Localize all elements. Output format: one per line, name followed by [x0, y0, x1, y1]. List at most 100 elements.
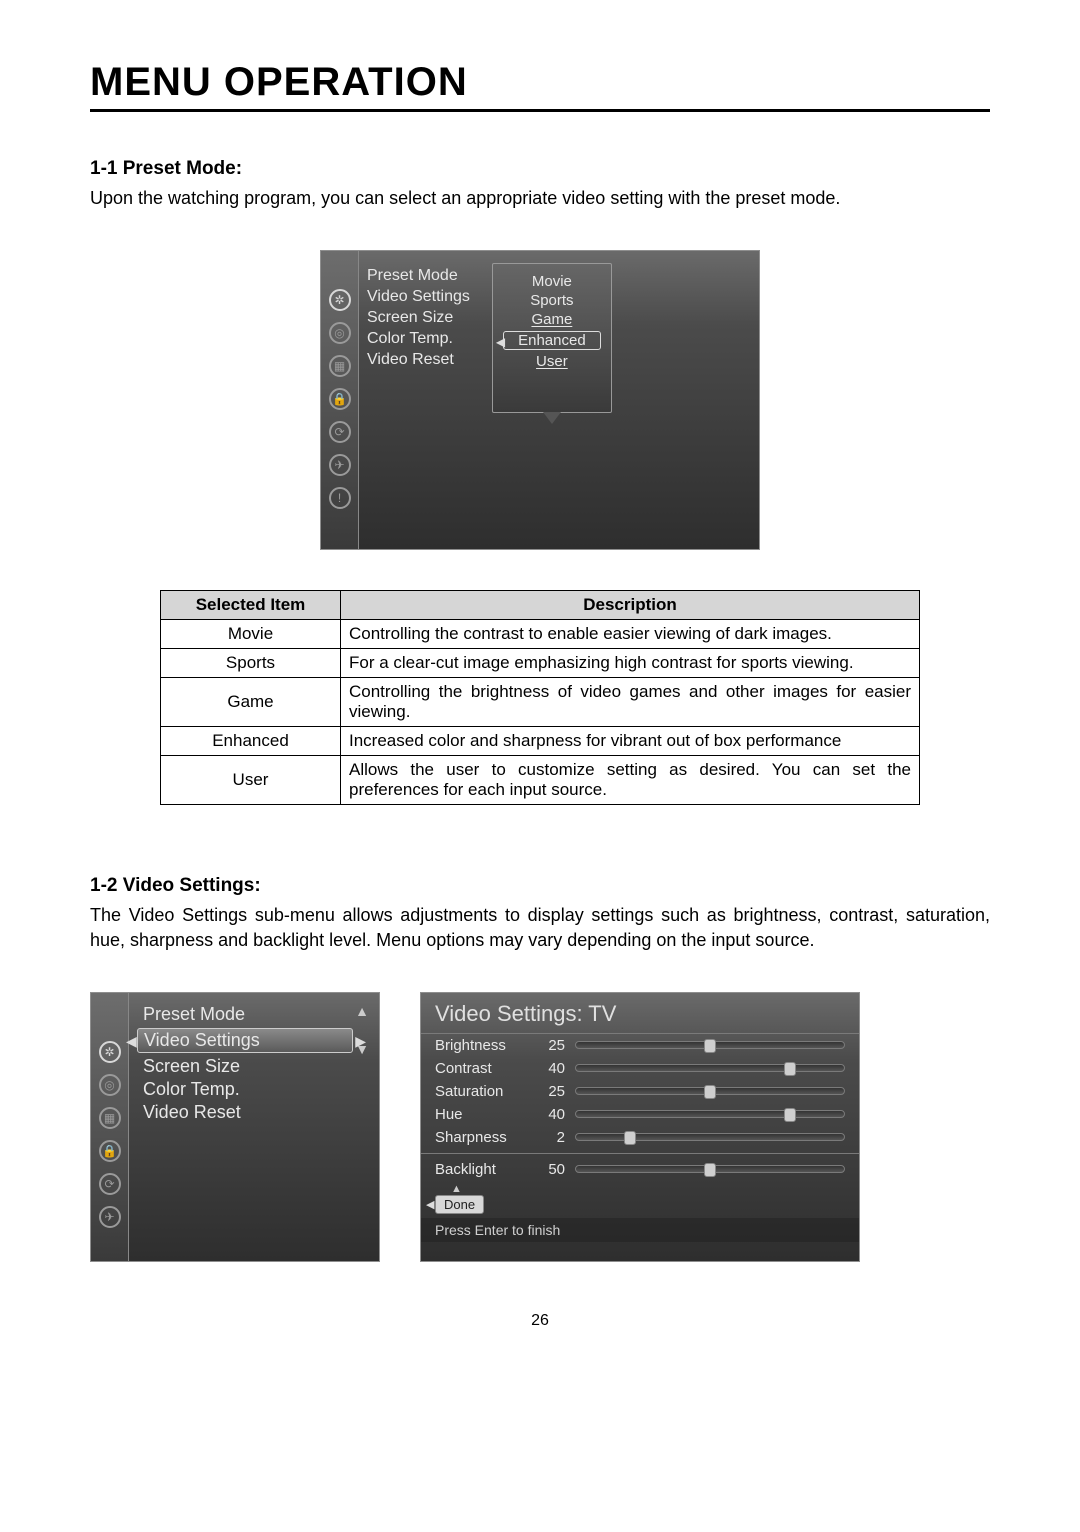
preset-mode-description-table: Selected Item Description MovieControlli…	[160, 590, 920, 805]
info-icon: !	[329, 487, 351, 509]
slider-row: Brightness 25	[421, 1034, 859, 1057]
clock-icon: ⟳	[99, 1173, 121, 1195]
slider-thumb[interactable]	[784, 1108, 796, 1122]
submenu-arrow-down-icon	[543, 412, 561, 424]
done-up-arrow-icon: ▲	[451, 1183, 845, 1195]
slider-label: Hue	[435, 1106, 527, 1123]
table-cell-item: Movie	[161, 620, 341, 649]
table-cell-description: Controlling the contrast to enable easie…	[341, 620, 920, 649]
osd2-menu-item: Preset Mode	[137, 1003, 371, 1026]
done-label: Done	[444, 1197, 475, 1212]
submenu-option: Movie	[493, 272, 611, 291]
done-button[interactable]: ◀ Done	[435, 1195, 484, 1214]
slider-label: Sharpness	[435, 1129, 527, 1146]
table-row: GameControlling the brightness of video …	[161, 678, 920, 727]
slider-thumb[interactable]	[624, 1131, 636, 1145]
osd1-menu-item: Screen Size	[367, 309, 470, 327]
section2-text: The Video Settings sub-menu allows adjus…	[90, 903, 990, 952]
table-cell-description: Controlling the brightness of video game…	[341, 678, 920, 727]
osd2-icon-column: ✲ ◎ ▦ 🔒 ⟳ ✈	[91, 993, 129, 1261]
lock-icon: 🔒	[99, 1140, 121, 1162]
osd1-submenu: MovieSportsGame ◀Enhanced User	[492, 263, 612, 413]
osd1-icon-column: ✲ ◎ ▦ 🔒 ⟳ ✈!	[321, 251, 359, 549]
table-cell-description: Allows the user to customize setting as …	[341, 756, 920, 805]
section1-text: Upon the watching program, you can selec…	[90, 186, 990, 210]
osd3-done-row: ▲ ◀ Done	[421, 1181, 859, 1218]
table-row: EnhancedIncreased color and sharpness fo…	[161, 727, 920, 756]
table-cell-item: User	[161, 756, 341, 805]
right-arrow-icon: ▶	[355, 1033, 366, 1050]
world-icon: ✈	[99, 1206, 121, 1228]
osd2-menu-item: Screen Size	[137, 1055, 371, 1078]
section2-heading: 1-2 Video Settings:	[90, 875, 990, 897]
osd2-menu-list: ▲ ▼ Preset Mode◀Video Settings▶Screen Si…	[129, 993, 379, 1261]
slider-value: 25	[537, 1037, 565, 1054]
slider-value: 2	[537, 1129, 565, 1146]
page-title: MENU OPERATION	[90, 60, 990, 112]
submenu-option-selected: ◀Enhanced	[503, 331, 601, 350]
slider-label: Contrast	[435, 1060, 527, 1077]
slider-value: 40	[537, 1060, 565, 1077]
page-number: 26	[90, 1312, 990, 1330]
table-header-description: Description	[341, 591, 920, 620]
slider-track[interactable]	[575, 1133, 845, 1141]
table-row: MovieControlling the contrast to enable …	[161, 620, 920, 649]
submenu-option: Game	[493, 310, 611, 329]
slider-label: Backlight	[435, 1161, 527, 1178]
osd1-menu-item: Color Temp.	[367, 330, 470, 348]
slider-row: Sharpness 2	[421, 1126, 859, 1149]
table-header-selected-item: Selected Item	[161, 591, 341, 620]
table-row: SportsFor a clear-cut image emphasizing …	[161, 649, 920, 678]
slider-thumb[interactable]	[784, 1062, 796, 1076]
slider-thumb[interactable]	[704, 1039, 716, 1053]
osd3-title: Video Settings: TV	[421, 993, 859, 1034]
slider-row: Hue 40	[421, 1103, 859, 1126]
left-arrow-icon: ◀	[126, 1033, 137, 1050]
slider-value: 25	[537, 1083, 565, 1100]
submenu-option: User	[493, 352, 611, 371]
osd1-menu-item: Video Reset	[367, 351, 470, 369]
slider-track[interactable]	[575, 1064, 845, 1072]
gear-icon: ✲	[99, 1041, 121, 1063]
table-cell-item: Enhanced	[161, 727, 341, 756]
slider-row: Contrast 40	[421, 1057, 859, 1080]
slider-label: Brightness	[435, 1037, 527, 1054]
slider-value: 50	[537, 1161, 565, 1178]
slider-value: 40	[537, 1106, 565, 1123]
chevron-up-icon: ▲	[355, 1003, 369, 1019]
osd2-menu-item: ◀Video Settings▶	[137, 1028, 353, 1053]
slider-track[interactable]	[575, 1087, 845, 1095]
osd1-menu-list: Preset Mode Video Settings Screen Size Colo…	[367, 263, 470, 537]
slider-row: Saturation 25	[421, 1080, 859, 1103]
osd2-menu-item: Color Temp.	[137, 1078, 371, 1101]
osd-video-settings-sliders-screenshot: Video Settings: TV Brightness 25 Contrast 4…	[420, 992, 860, 1262]
section1-heading: 1-1 Preset Mode:	[90, 158, 990, 180]
osd1-menu-item: Video Settings	[367, 288, 470, 306]
table-cell-description: Increased color and sharpness for vibran…	[341, 727, 920, 756]
sound-icon: ◎	[99, 1074, 121, 1096]
lock-icon: 🔒	[329, 388, 351, 410]
picture-icon: ▦	[329, 355, 351, 377]
osd1-menu-item: Preset Mode	[367, 267, 470, 285]
table-row: UserAllows the user to customize setting…	[161, 756, 920, 805]
osd-preset-mode-screenshot: ✲ ◎ ▦ 🔒 ⟳ ✈! Preset Mode Video Settings Screen …	[320, 250, 760, 550]
done-left-arrow-icon: ◀	[426, 1198, 434, 1211]
left-arrow-icon: ◀	[496, 335, 505, 349]
slider-track[interactable]	[575, 1110, 845, 1118]
slider-row: Backlight 50	[421, 1158, 859, 1181]
slider-track[interactable]	[575, 1165, 845, 1173]
table-cell-item: Game	[161, 678, 341, 727]
sound-icon: ◎	[329, 322, 351, 344]
slider-track[interactable]	[575, 1041, 845, 1049]
table-cell-item: Sports	[161, 649, 341, 678]
picture-icon: ▦	[99, 1107, 121, 1129]
slider-thumb[interactable]	[704, 1085, 716, 1099]
osd2-menu-item: Video Reset	[137, 1101, 371, 1124]
world-icon: ✈	[329, 454, 351, 476]
clock-icon: ⟳	[329, 421, 351, 443]
gear-icon: ✲	[329, 289, 351, 311]
submenu-option: Sports	[493, 291, 611, 310]
slider-thumb[interactable]	[704, 1163, 716, 1177]
table-cell-description: For a clear-cut image emphasizing high c…	[341, 649, 920, 678]
slider-label: Saturation	[435, 1083, 527, 1100]
